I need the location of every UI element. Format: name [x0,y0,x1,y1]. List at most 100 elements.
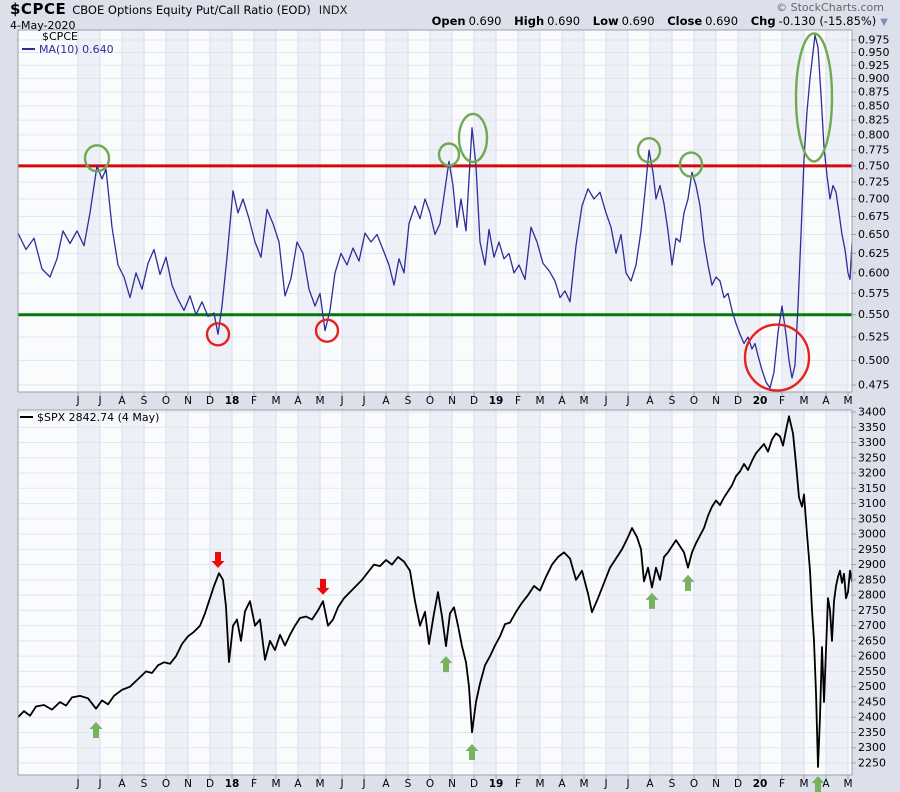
spx-x-tick-label: D [206,778,214,790]
cpce-x-tick-label: S [405,395,412,407]
cpce-x-tick-label: A [822,395,830,407]
spx-x-tick-label: M [799,778,808,790]
cpce-x-tick-label: O [426,395,434,407]
spx-x-tick-label: 19 [489,778,504,790]
cpce-y-tick-label: 0.550 [858,308,890,321]
spx-y-tick-label: 3050 [858,512,886,525]
spx-month-band [298,410,320,775]
cpce-x-tick-label: 20 [753,395,768,407]
spx-y-tick-label: 2300 [858,741,886,754]
spx-x-tick-label: M [271,778,280,790]
cpce-y-tick-label: 0.875 [858,85,890,98]
header-title-line: $CPCE CBOE Options Equity Put/Call Ratio … [10,2,348,17]
open-value: 0.690 [468,14,502,28]
cpce-y-tick-label: 0.625 [858,247,890,260]
spx-month-band [782,410,804,775]
cpce-month-band [342,30,364,392]
spx-x-tick-label: A [558,778,566,790]
cpce-x-tick-label: A [558,395,566,407]
cpce-x-tick-label: M [579,395,588,407]
spx-legend: $SPX 2842.74 (4 May) [20,412,159,424]
cpce-y-tick-label: 0.925 [858,59,890,72]
cpce-y-tick-label: 0.775 [858,144,890,157]
cpce-y-tick-label: 0.850 [858,99,890,112]
low-value: 0.690 [621,14,655,28]
cpce-x-tick-label: A [646,395,654,407]
spx-y-tick-label: 2600 [858,650,886,663]
cpce-x-tick-label: J [361,395,365,407]
cpce-x-tick-label: A [118,395,126,407]
green-up-arrow-mar-2020 [811,776,825,792]
cpce-x-tick-label: O [690,395,698,407]
cpce-x-tick-label: N [712,395,720,407]
cpce-x-tick-label: N [184,395,192,407]
spx-y-tick-label: 2750 [858,604,886,617]
chg-label: Chg [750,14,776,28]
cpce-x-tick-label: M [535,395,544,407]
cpce-month-band [78,30,100,392]
spx-y-tick-label: 3400 [858,406,886,419]
spx-y-tick-label: 3100 [858,497,886,510]
spx-month-band [738,410,760,775]
spx-y-tick-label: 2400 [858,711,886,724]
cpce-x-tick-label: J [625,395,629,407]
spx-x-tick-label: J [75,778,79,790]
red-circle-jun-2018 [314,318,340,343]
spx-y-tick-label: 3250 [858,451,886,464]
spx-month-band [342,410,364,775]
symbol-title: CBOE Options Equity Put/Call Ratio (EOD) [72,3,311,17]
green-up-arrow-dec-2018 [465,744,479,761]
green-up-arrow-aug-2017 [89,722,103,739]
cpce-x-tick-label: F [515,395,521,407]
spx-y-tick-label: 3200 [858,467,886,480]
spx-x-tick-label: M [843,778,852,790]
green-up-arrow-aug-2019 [645,592,659,609]
spx-y-tick-label: 2500 [858,680,886,693]
cpce-y-tick-label: 0.900 [858,72,890,85]
chart-header: $CPCE CBOE Options Equity Put/Call Ratio … [10,2,348,33]
cpce-x-tick-label: D [206,395,214,407]
spx-y-tick-label: 2650 [858,634,886,647]
spx-x-tick-label: M [315,778,324,790]
spx-y-tick-label: 2950 [858,543,886,556]
spx-x-tick-label: J [97,778,101,790]
green-circle-aug-2019 [636,136,662,164]
cpce-y-tick-label: 0.750 [858,159,890,172]
spx-y-tick-label: 2700 [858,619,886,632]
red-circle-jan-2020 [743,323,811,392]
cpce-x-tick-label: M [843,395,852,407]
spx-month-band [694,410,716,775]
spx-legend-label: $SPX 2842.74 (4 May) [37,411,160,424]
symbol-label: $CPCE [10,0,67,18]
spx-x-tick-label: O [690,778,698,790]
spx-x-tick-label: O [162,778,170,790]
spx-x-tick-label: A [294,778,302,790]
green-ellipse-mar-2020 [794,32,834,163]
cpce-x-tick-label: A [294,395,302,407]
cpce-month-band [518,30,540,392]
cpce-month-band [430,30,452,392]
cpce-x-tick-label: F [779,395,785,407]
cpce-x-tick-label: N [448,395,456,407]
cpce-x-tick-label: 18 [225,395,240,407]
cpce-month-band [298,30,320,392]
spx-month-band [166,410,188,775]
cpce-month-band [254,30,276,392]
spx-y-tick-label: 2250 [858,757,886,770]
chart-menu-dropdown-icon[interactable]: ▼ [880,17,888,28]
cpce-y-tick-label: 0.525 [858,331,890,344]
spx-month-band [386,410,408,775]
cpce-month-band [166,30,188,392]
cpce-y-tick-label: 0.475 [858,379,890,392]
spx-x-tick-label: D [734,778,742,790]
low-label: Low [592,14,619,28]
spx-y-tick-label: 3350 [858,421,886,434]
cpce-x-tick-label: F [251,395,257,407]
spx-x-tick-label: N [712,778,720,790]
spx-x-tick-label: J [361,778,365,790]
cpce-y-tick-label: 0.975 [858,34,890,47]
spx-month-band [606,410,628,775]
spx-x-tick-label: S [669,778,676,790]
